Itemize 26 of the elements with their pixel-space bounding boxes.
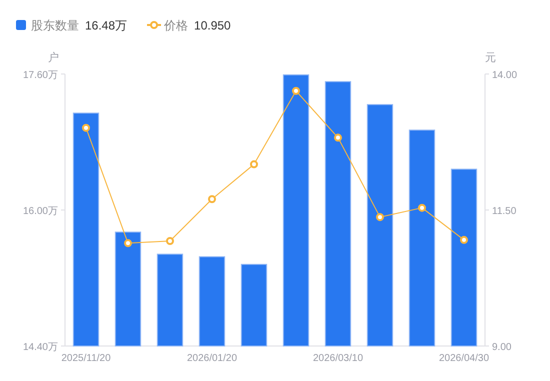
point: [250, 160, 258, 168]
legend-label: 股东数量: [31, 18, 79, 32]
y2-tick-label: 14.00: [492, 70, 518, 81]
point: [166, 237, 174, 246]
point: [418, 204, 426, 212]
y2-tick-label: 11.50: [492, 206, 517, 217]
point: [292, 86, 300, 95]
x-tick-label: 2026/01/20: [186, 353, 238, 364]
x-tick-label: 2025/11/20: [61, 353, 112, 364]
y-tick-label: 14.40万: [22, 342, 58, 353]
point: [124, 239, 132, 248]
y-axis-title: 户: [48, 51, 59, 64]
y-tick-label: 17.60万: [22, 70, 58, 81]
y2-tick-label: 9.00: [492, 342, 512, 353]
point: [82, 124, 90, 132]
point: [208, 195, 216, 204]
point: [334, 134, 342, 142]
x-tick-label: 2026/03/10: [312, 353, 364, 364]
x-tick-label: 2026/04/30: [438, 353, 490, 364]
point: [460, 236, 468, 244]
text: 10.950: [194, 18, 232, 32]
y-tick-label: 16.00万: [22, 206, 58, 217]
y2-axis-title: 元: [485, 52, 496, 64]
legend-label: 价格: [163, 18, 188, 32]
point: [376, 213, 384, 222]
text: 16.48万: [85, 18, 128, 32]
